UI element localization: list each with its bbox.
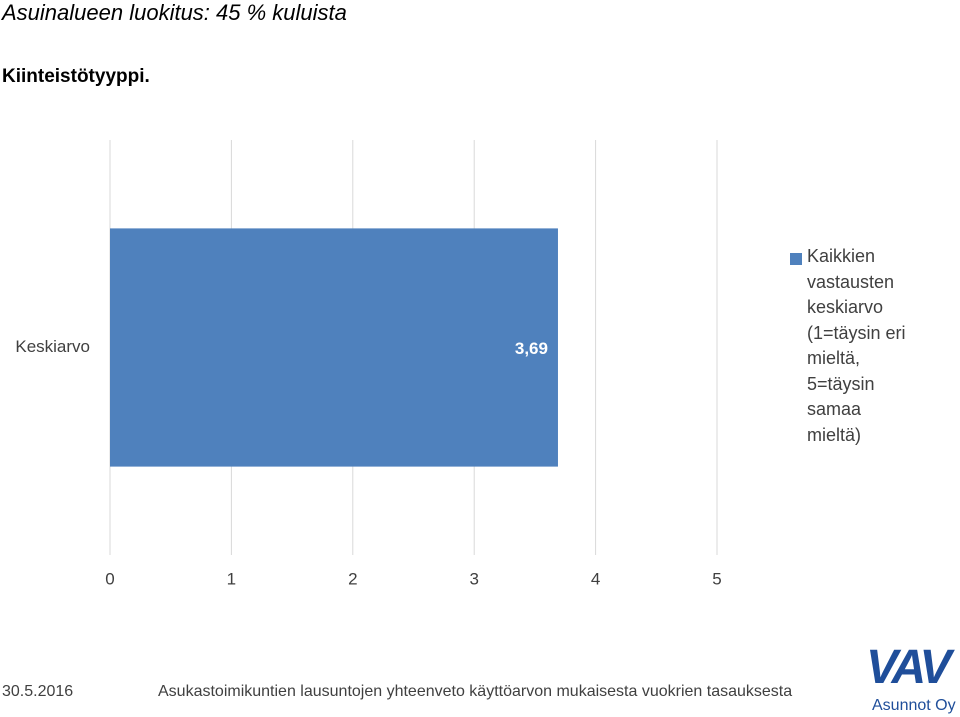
bar	[110, 228, 558, 467]
x-tick-label: 0	[105, 569, 114, 588]
legend: Kaikkien vastausten keskiarvo (1=täysin …	[790, 244, 906, 448]
logo-subtitle: Asunnot Oy	[872, 697, 956, 714]
slide-title: Asuinalueen luokitus: 45 % kuluista	[2, 0, 347, 25]
y-tick-label: Keskiarvo	[15, 337, 90, 356]
x-tick-label: 5	[712, 569, 721, 588]
legend-label: Kaikkien vastausten keskiarvo (1=täysin …	[807, 246, 906, 445]
x-tick-label: 4	[591, 569, 600, 588]
footer-text: Asukastoimikuntien lausuntojen yhteenvet…	[158, 683, 793, 700]
x-tick-label: 3	[469, 569, 478, 588]
footer-date: 30.5.2016	[2, 683, 74, 700]
chart: 0 1 2 3 4 5 Keskiarvo 3,69	[15, 140, 722, 588]
x-tick-label: 2	[348, 569, 357, 588]
value-label: 3,69	[515, 339, 548, 358]
x-tick-label: 1	[227, 569, 236, 588]
legend-swatch	[790, 253, 802, 265]
logo: VAV	[866, 641, 952, 694]
slide-subtitle: Kiinteistötyyppi.	[2, 66, 150, 87]
